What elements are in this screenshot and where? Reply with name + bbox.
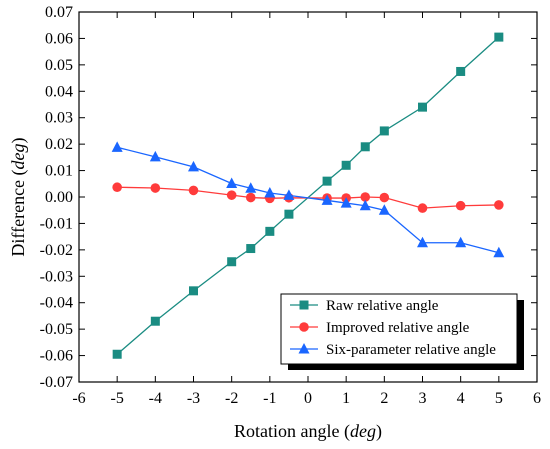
data-point xyxy=(112,349,122,359)
data-point xyxy=(189,286,198,296)
x-axis-title: Rotation angle (deg) xyxy=(234,421,382,442)
data-point xyxy=(360,142,370,152)
series-layer xyxy=(111,32,505,359)
legend-entry: Raw relative angle xyxy=(290,298,439,314)
data-point xyxy=(245,192,256,203)
data-point xyxy=(245,182,257,193)
legend-items: Raw relative angle Improved relative angl… xyxy=(290,298,496,358)
data-point xyxy=(112,182,122,193)
y-tick-label: 0.04 xyxy=(45,83,73,100)
data-point xyxy=(493,246,505,258)
y-tick-label: -0.05 xyxy=(40,321,73,338)
x-tick-label: 4 xyxy=(457,390,465,407)
y-axis-title: Difference (deg) xyxy=(8,137,29,256)
y-tick-label: -0.04 xyxy=(40,295,73,312)
y-tick-label: -0.01 xyxy=(40,215,73,232)
x-tick-label: -1 xyxy=(263,390,276,407)
y-tick-label: 0.01 xyxy=(45,163,73,180)
data-point xyxy=(417,236,428,248)
legend-marker xyxy=(299,322,309,332)
x-tick-label: 6 xyxy=(533,390,541,407)
series-line xyxy=(117,146,499,254)
legend-marker xyxy=(299,300,309,310)
data-point xyxy=(359,199,371,211)
legend-box xyxy=(280,293,518,365)
y-axis-title-text: Difference xyxy=(8,180,28,257)
data-point xyxy=(455,200,466,211)
y-tick-label: -0.07 xyxy=(40,374,73,391)
data-point xyxy=(111,141,123,152)
y-tick-label: 0.00 xyxy=(45,189,73,206)
x-tick-label: -6 xyxy=(72,390,85,407)
data-point xyxy=(322,176,332,186)
x-tick-label: 5 xyxy=(495,390,503,407)
data-point xyxy=(150,316,160,326)
x-tick-label: -2 xyxy=(225,390,238,407)
data-point xyxy=(150,183,161,193)
data-point xyxy=(284,209,294,219)
legend-entry: Six-parameter relative angle xyxy=(290,342,496,358)
data-point xyxy=(417,203,428,213)
x-tick-label: 1 xyxy=(342,390,350,407)
legend-label: Improved relative angle xyxy=(326,320,470,336)
data-point xyxy=(149,150,161,162)
data-point xyxy=(226,190,237,200)
data-point xyxy=(227,257,237,267)
data-point xyxy=(340,197,352,208)
x-tick-label: -3 xyxy=(187,390,200,407)
y-tick-label: 0.03 xyxy=(45,110,73,127)
y-tick-label: 0.05 xyxy=(45,57,73,74)
data-point xyxy=(494,32,504,42)
data-point xyxy=(264,187,276,198)
axis-ticks: -6 -5 -4 -3 -2 -1 0 1 2 3 4 5 6 -0.07 -0.06 -0.05 -0.04 -… xyxy=(40,4,541,407)
legend: Raw relative angle Improved relative angl… xyxy=(280,293,524,370)
y-tick-label: 0.06 xyxy=(45,30,73,47)
x-axis-title-text: Rotation angle xyxy=(234,421,339,441)
data-point xyxy=(379,192,390,203)
series-1 xyxy=(112,182,504,213)
x-tick-label: 2 xyxy=(380,390,388,407)
data-point xyxy=(341,160,351,170)
data-point xyxy=(321,194,333,205)
data-point xyxy=(226,177,238,189)
x-tick-label: 0 xyxy=(304,390,312,407)
data-point xyxy=(265,226,275,236)
data-point xyxy=(494,200,504,210)
x-tick-label: -4 xyxy=(149,390,162,407)
data-point xyxy=(456,66,466,76)
y-tick-label: 0.07 xyxy=(45,4,73,21)
y-tick-label: 0.02 xyxy=(45,136,73,153)
data-point xyxy=(418,102,427,112)
y-tick-label: -0.02 xyxy=(40,242,73,259)
data-point xyxy=(283,189,295,200)
data-point xyxy=(455,236,467,248)
data-point xyxy=(188,185,199,196)
data-point xyxy=(246,244,256,254)
legend-label: Six-parameter relative angle xyxy=(326,342,496,358)
legend-label: Raw relative angle xyxy=(326,298,439,314)
x-tick-label: 3 xyxy=(419,390,427,407)
x-tick-label: -5 xyxy=(111,390,124,407)
data-point xyxy=(360,192,371,202)
x-axis-unit: deg xyxy=(350,421,376,441)
y-axis-unit: deg xyxy=(8,143,28,169)
series-2 xyxy=(111,141,505,258)
y-tick-label: -0.06 xyxy=(40,348,73,365)
data-point xyxy=(378,204,390,215)
legend-marker xyxy=(298,343,310,354)
legend-entry: Improved relative angle xyxy=(290,320,470,336)
y-tick-label: -0.03 xyxy=(40,268,73,285)
data-point xyxy=(379,126,389,136)
data-point xyxy=(188,160,199,172)
